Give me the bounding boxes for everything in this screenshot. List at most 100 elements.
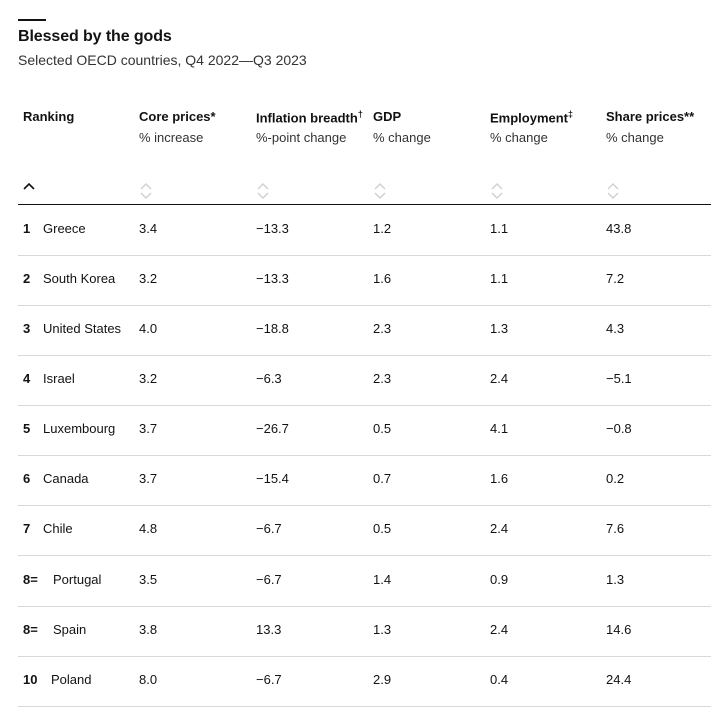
column-label: Employment — [490, 110, 569, 126]
country-cell: Chile — [43, 521, 73, 536]
inflation-breadth-cell: −13.3 — [256, 221, 289, 236]
employment-cell: 2.4 — [490, 371, 509, 386]
inflation-breadth-cell: −15.4 — [256, 471, 289, 486]
inflation-breadth-cell: −6.7 — [256, 672, 282, 687]
column-label: GDP — [373, 109, 402, 124]
table-row: 4 Israel 3.2 −6.3 2.3 2.4 −5.1 — [18, 355, 711, 406]
column-sublabel: % change — [490, 130, 548, 145]
share-prices-cell: −5.1 — [606, 371, 632, 386]
gdp-cell: 1.2 — [373, 221, 392, 236]
share-prices-cell: 7.2 — [606, 271, 625, 286]
country-cell: Israel — [43, 371, 75, 386]
rank-cell: 10 — [23, 672, 38, 687]
rank-cell: 6 — [23, 471, 31, 486]
column-header-inflation-breadth[interactable]: Inflation breadth† — [256, 109, 363, 125]
employment-cell: 1.1 — [490, 221, 509, 236]
gdp-cell: 2.3 — [373, 321, 392, 336]
employment-cell: 1.6 — [490, 471, 509, 486]
column-label: Inflation breadth — [256, 110, 358, 126]
gdp-cell: 0.5 — [373, 521, 392, 536]
gdp-cell: 1.3 — [373, 622, 392, 637]
country-cell: Luxembourg — [43, 421, 116, 436]
inflation-breadth-cell: −6.3 — [256, 371, 282, 386]
table-row: 8= Spain 3.8 13.3 1.3 2.4 14.6 — [18, 606, 711, 657]
chart-title: Blessed by the gods — [18, 28, 172, 45]
inflation-breadth-cell: −6.7 — [256, 572, 282, 587]
share-prices-cell: 1.3 — [606, 572, 625, 587]
sort-icon[interactable] — [373, 182, 387, 200]
table-row: 1 Greece 3.4 −13.3 1.2 1.1 43.8 — [18, 205, 711, 256]
inflation-breadth-cell: −6.7 — [256, 521, 282, 536]
table-row: 10 Poland 8.0 −6.7 2.9 0.4 24.4 — [18, 656, 711, 707]
sort-icon[interactable] — [490, 182, 504, 200]
core-prices-cell: 3.2 — [139, 271, 158, 286]
footnote-mark: † — [357, 109, 363, 119]
rank-cell: 4 — [23, 371, 31, 386]
rank-cell: 2 — [23, 271, 31, 286]
table-row: 5 Luxembourg 3.7 −26.7 0.5 4.1 −0.8 — [18, 405, 711, 456]
gdp-cell: 2.3 — [373, 371, 392, 386]
gdp-cell: 1.4 — [373, 572, 392, 587]
share-prices-cell: 14.6 — [606, 622, 632, 637]
footnote-mark: ‡ — [568, 109, 574, 119]
sort-icon[interactable] — [256, 182, 270, 200]
country-cell: Canada — [43, 471, 89, 486]
column-header-share-prices[interactable]: Share prices** — [606, 109, 694, 124]
chevron-up-icon[interactable] — [22, 180, 36, 192]
header-rule-accent — [18, 19, 46, 21]
sort-icon[interactable] — [139, 182, 153, 200]
share-prices-cell: 43.8 — [606, 221, 632, 236]
country-cell: Greece — [43, 221, 86, 236]
employment-cell: 4.1 — [490, 421, 509, 436]
rank-cell: 8= — [23, 572, 38, 587]
table-row: 3 United States 4.0 −18.8 2.3 1.3 4.3 — [18, 305, 711, 356]
column-header-gdp[interactable]: GDP — [373, 109, 401, 124]
employment-cell: 0.4 — [490, 672, 509, 687]
column-header-employment[interactable]: Employment‡ — [490, 109, 573, 125]
column-label: Share prices** — [606, 109, 695, 124]
column-sublabel: %-point change — [256, 130, 347, 145]
country-cell: Portugal — [53, 572, 102, 587]
rank-cell: 8= — [23, 622, 38, 637]
core-prices-cell: 3.7 — [139, 471, 158, 486]
rank-cell: 7 — [23, 521, 31, 536]
table-header-rule — [18, 204, 711, 205]
core-prices-cell: 3.7 — [139, 421, 158, 436]
core-prices-cell: 3.8 — [139, 622, 158, 637]
inflation-breadth-cell: 13.3 — [256, 622, 282, 637]
core-prices-cell: 8.0 — [139, 672, 158, 687]
employment-cell: 2.4 — [490, 622, 509, 637]
core-prices-cell: 3.4 — [139, 221, 158, 236]
column-header-core-prices[interactable]: Core prices* — [139, 109, 216, 124]
employment-cell: 0.9 — [490, 572, 509, 587]
country-cell: Poland — [51, 672, 92, 687]
rank-cell: 1 — [23, 221, 31, 236]
column-header-ranking[interactable]: Ranking — [23, 109, 74, 124]
column-sublabel: % change — [373, 130, 431, 145]
gdp-cell: 0.7 — [373, 471, 392, 486]
core-prices-cell: 4.8 — [139, 521, 158, 536]
column-sublabel: % change — [606, 130, 664, 145]
inflation-breadth-cell: −18.8 — [256, 321, 289, 336]
rank-cell: 3 — [23, 321, 31, 336]
sort-icon[interactable] — [606, 182, 620, 200]
table-row: 6 Canada 3.7 −15.4 0.7 1.6 0.2 — [18, 455, 711, 506]
share-prices-cell: 7.6 — [606, 521, 625, 536]
table-row: 8= Portugal 3.5 −6.7 1.4 0.9 1.3 — [18, 556, 711, 607]
country-cell: United States — [43, 321, 122, 336]
employment-cell: 1.1 — [490, 271, 509, 286]
country-cell: Spain — [53, 622, 87, 637]
gdp-cell: 2.9 — [373, 672, 392, 687]
column-label: Core prices* — [139, 109, 216, 124]
share-prices-cell: 0.2 — [606, 471, 625, 486]
chart-subtitle: Selected OECD countries, Q4 2022—Q3 2023 — [18, 52, 307, 68]
rank-cell: 5 — [23, 421, 31, 436]
inflation-breadth-cell: −26.7 — [256, 421, 289, 436]
table-row: 2 South Korea 3.2 −13.3 1.6 1.1 7.2 — [18, 255, 711, 306]
country-cell: South Korea — [43, 271, 116, 286]
column-label: Ranking — [23, 109, 75, 124]
share-prices-cell: 24.4 — [606, 672, 632, 687]
share-prices-cell: 4.3 — [606, 321, 625, 336]
core-prices-cell: 4.0 — [139, 321, 158, 336]
core-prices-cell: 3.5 — [139, 572, 158, 587]
